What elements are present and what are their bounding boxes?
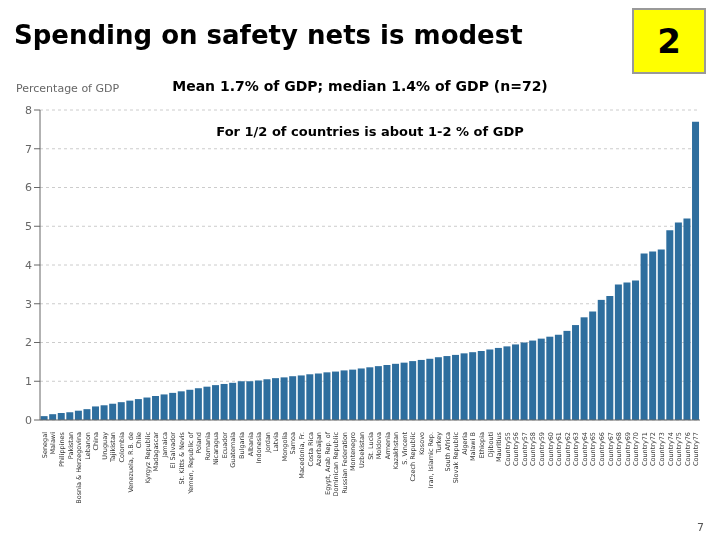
svg-text:Country60: Country60	[547, 432, 555, 466]
svg-text:Country65: Country65	[589, 432, 597, 466]
svg-text:Albania: Albania	[247, 432, 255, 456]
svg-text:Country73: Country73	[658, 432, 666, 466]
svg-text:St. Lucia: St. Lucia	[367, 432, 375, 460]
svg-text:Country70: Country70	[632, 432, 640, 466]
svg-text:China: China	[92, 432, 100, 451]
svg-text:2: 2	[25, 336, 32, 349]
svg-text:Samoa: Samoa	[289, 432, 297, 454]
svg-text:Country68: Country68	[615, 432, 623, 466]
svg-text:Colombia: Colombia	[118, 432, 126, 463]
svg-text:Venezuela, R.B. de: Venezuela, R.B. de	[127, 432, 135, 493]
html-text:Spending on safety nets is mod: Spending on safety nets is modest	[14, 20, 523, 50]
svg-text:Country74: Country74	[667, 432, 675, 466]
svg-text:Bulgaria: Bulgaria	[238, 432, 246, 459]
svg-text:Country62: Country62	[564, 432, 572, 466]
svg-text:Ethiopia: Ethiopia	[478, 432, 486, 458]
svg-text:El Salvador: El Salvador	[169, 432, 177, 469]
svg-text:Mongolia: Mongolia	[281, 432, 289, 461]
svg-text:Kyrgyz Republic: Kyrgyz Republic	[144, 432, 152, 484]
svg-text:8: 8	[25, 104, 32, 117]
svg-text:6: 6	[25, 181, 32, 194]
svg-text:Uzbekistan: Uzbekistan	[358, 432, 366, 468]
svg-text:Slovak Republic: Slovak Republic	[452, 432, 460, 484]
svg-text:Russian Federation: Russian Federation	[341, 432, 349, 494]
svg-text:Iran, Islamic Rep.: Iran, Islamic Rep.	[427, 432, 435, 488]
svg-text:Kosovo: Kosovo	[418, 432, 426, 455]
svg-text:Turkey: Turkey	[435, 432, 443, 454]
svg-text:Country75: Country75	[675, 432, 683, 466]
svg-text:Country76: Country76	[684, 432, 692, 466]
svg-text:Latvia: Latvia	[272, 432, 280, 452]
svg-text:3: 3	[25, 298, 32, 311]
svg-text:Guatemala: Guatemala	[229, 432, 237, 468]
svg-text:Jordan: Jordan	[264, 432, 272, 454]
svg-text:Senegal: Senegal	[41, 432, 49, 458]
svg-text:Country64: Country64	[581, 432, 589, 466]
svg-text:Jamaica: Jamaica	[161, 432, 169, 459]
svg-text:Macedonia, Fr.: Macedonia, Fr.	[298, 432, 306, 479]
svg-text:Uruguay: Uruguay	[101, 432, 109, 460]
svg-text:Czech Republic: Czech Republic	[409, 432, 417, 482]
svg-text:Lebanon: Lebanon	[84, 432, 92, 460]
svg-text:Kazakhstan: Kazakhstan	[392, 432, 400, 469]
svg-text:Djibouti: Djibouti	[487, 432, 495, 457]
svg-text:Armenia: Armenia	[384, 432, 392, 459]
svg-text:0: 0	[25, 414, 32, 427]
svg-text:Indonesia: Indonesia	[255, 432, 263, 463]
svg-text:Pakistan: Pakistan	[67, 432, 75, 459]
svg-text:Philippines: Philippines	[58, 431, 66, 467]
svg-text:Country56: Country56	[512, 432, 520, 466]
svg-text:Ecuador: Ecuador	[221, 432, 229, 459]
svg-text:Costa Rica: Costa Rica	[307, 432, 315, 466]
svg-text:Country71: Country71	[641, 432, 649, 466]
svg-text:Country77: Country77	[692, 432, 700, 466]
svg-text:S. Vincent: S. Vincent	[401, 432, 409, 465]
svg-text:Chile: Chile	[135, 432, 143, 448]
svg-text:Moldova: Moldova	[375, 432, 383, 459]
svg-text:Country72: Country72	[649, 432, 657, 466]
svg-text:Madagascar: Madagascar	[152, 432, 160, 472]
svg-text:Nicaragua: Nicaragua	[212, 432, 220, 465]
svg-text:St. Kitts & Nevis: St. Kitts & Nevis	[178, 431, 186, 484]
svg-text:Country69: Country69	[624, 432, 632, 466]
svg-text:Country55: Country55	[504, 432, 512, 466]
svg-text:Dominican Republic: Dominican Republic	[332, 432, 340, 497]
svg-text:Malawi B: Malawi B	[469, 432, 477, 461]
svg-text:1: 1	[25, 375, 32, 388]
svg-text:Country67: Country67	[607, 432, 615, 466]
svg-text:4: 4	[25, 259, 32, 272]
svg-text:Romania: Romania	[204, 432, 212, 460]
svg-text:Mauritius: Mauritius	[495, 431, 503, 462]
svg-text:Malawi: Malawi	[49, 432, 57, 455]
svg-text:7: 7	[25, 143, 32, 156]
html-text:For 1/2 of countries is about: For 1/2 of countries is about 1-2 % of G…	[216, 124, 524, 139]
svg-text:Tajikistan: Tajikistan	[109, 432, 117, 463]
svg-text:Country66: Country66	[598, 432, 606, 466]
svg-text:Egypt, Arab Rep. of: Egypt, Arab Rep. of	[324, 431, 332, 495]
html-text:Percentage of GDP: Percentage of GDP	[16, 82, 120, 95]
svg-text:Country59: Country59	[538, 432, 546, 466]
svg-text:Bosnia & Herzegovina: Bosnia & Herzegovina	[75, 432, 83, 504]
html-text:Mean 1.7% of GDP; median 1.4%: Mean 1.7% of GDP; median 1.4% of GDP (n=…	[172, 78, 548, 94]
svg-text:Azerbaijan: Azerbaijan	[315, 432, 323, 466]
html-text:2: 2	[657, 21, 681, 61]
svg-text:5: 5	[25, 220, 32, 233]
svg-text:Montenegro: Montenegro	[349, 432, 357, 471]
html-text:7: 7	[697, 521, 704, 534]
svg-text:Algeria: Algeria	[461, 432, 469, 455]
svg-text:Country61: Country61	[555, 432, 563, 466]
svg-text:Yemen, Republic of: Yemen, Republic of	[187, 431, 195, 495]
svg-text:South Africa: South Africa	[444, 432, 452, 472]
svg-text:Country57: Country57	[521, 432, 529, 466]
svg-text:Country63: Country63	[572, 432, 580, 466]
svg-text:Poland: Poland	[195, 432, 203, 454]
svg-text:Country58: Country58	[529, 432, 537, 466]
